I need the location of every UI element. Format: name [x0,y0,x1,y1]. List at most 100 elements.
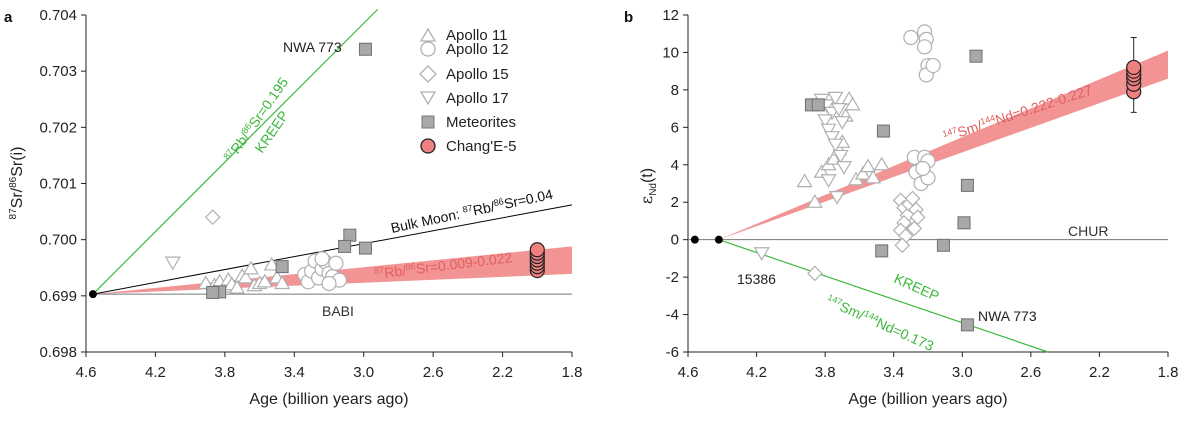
bulk-ratio-rest: Sr=0.04 [503,186,555,212]
legend-marker-apollo-12 [420,41,436,57]
b-apollo-17-point-13 [829,191,846,205]
x-tick-label-a-7: 1.8 [562,364,583,381]
b-meteorites-point-2 [876,124,890,138]
x-tick-label-a-1: 4.2 [145,364,166,381]
ytitle-b-rest: (t) [639,168,656,183]
b-apollo-15-point-12 [807,265,823,282]
a-chang-e-5-point-6 [529,242,545,258]
b-apollo-12-point-13 [915,160,931,177]
legend-marker-change5 [420,138,436,154]
b-apollo-12-point-3 [916,39,933,55]
sample-15386-label: 15386 [737,271,776,287]
y-tick-label-b-6: 6 [671,119,679,136]
b-apollo-17-point-10 [827,138,844,153]
x-tick-label-a-4: 3.0 [353,364,374,381]
panel-letter-b: b [624,9,633,26]
b-apollo-12-point-6 [925,57,941,74]
a-apollo-11-point-15 [274,275,291,290]
legend-marker-apollo-15 [419,65,437,83]
x-tick-label-b-6: 2.2 [1089,364,1110,381]
a-apollo-12-point-11 [321,275,337,292]
b-origin-point-1 [714,235,723,244]
b-apollo-11-point-0 [796,173,813,188]
x-axis-title-a: Age (billion years ago) [249,391,408,408]
legend-marker-apollo-11 [419,27,437,42]
a-apollo-11-point-9 [242,260,259,275]
b-apollo-11-point-9 [844,96,861,111]
ce5-ratio-b-sup2: 144 [979,113,996,127]
x-tick-label-b-7: 1.8 [1158,364,1179,381]
y-axis-title-b: εNd(t) [637,168,659,204]
b-apollo-17-point-9 [823,131,841,145]
panel-b-points [690,24,1142,332]
kreep-ratio-b-mid: Sm/ [838,298,867,323]
panel-letter-a: a [4,9,13,26]
b-meteorites-point-6 [936,238,950,252]
ytitle-a-mid: Sr/ [9,187,26,208]
b-apollo-15-point-11 [906,220,923,237]
x-tick-label-a-2: 3.8 [214,364,235,381]
a-meteorites-point-6 [206,285,220,299]
b-meteorites-point-5 [957,216,971,230]
b-meteorites-point-8 [960,318,974,332]
bulk-ratio-sup2: 86 [493,196,505,208]
b-apollo-17-point-6 [834,116,851,130]
b-chang-e-5-point-5 [1126,59,1142,76]
ytitle-a-sup2: 86 [8,176,19,188]
panel-a: a 4.6 4.2 3.8 3.4 3.0 2.6 2.2 1.8 0.698 0.699 0.70… [4,7,582,408]
y-tick-label-b-8: 10 [662,44,679,61]
x-tick-label-a-0: 4.6 [76,364,97,381]
ce5-ratio-b-mid: Sm/ [955,117,984,140]
a-apollo-17-point-0 [164,256,181,271]
legend-item-apollo-11: Apollo 11 [419,27,507,44]
a-meteorites-point-3 [358,241,372,255]
b-apollo-15-point-10 [894,237,911,254]
b-apollo-11-point-12 [859,158,877,173]
y-tick-label-a-3: 0.701 [39,176,77,193]
ce5-ratio-a-sup2: 86 [405,261,416,272]
y-tick-label-b-4: 2 [671,194,679,211]
y-tick-label-b-9: 12 [662,7,679,24]
x-tick-label-a-6: 2.2 [492,364,513,381]
ytitle-b-epsilon: ε [637,196,656,204]
b-apollo-11-point-11 [854,165,871,180]
b-meteorites-point-3 [969,49,983,63]
a-meteorites-point-0 [358,42,372,56]
b-apollo-17-point-4 [827,91,844,106]
a-apollo-11-point-12 [256,273,273,288]
y-tick-label-b-7: 8 [671,82,679,99]
x-tick-label-b-5: 2.6 [1020,364,1041,381]
y-tick-label-a-6: 0.704 [39,7,77,24]
bulk-moon-evolution-line [92,204,573,295]
chur-label: CHUR [1068,223,1108,239]
y-axis-title-a: 87Sr/86Sr(i) [8,147,26,220]
x-tick-label-b-0: 4.6 [678,364,699,381]
a-meteorites-point-1 [343,228,357,242]
ytitle-a-sup1: 87 [8,208,19,220]
bulk-ratio-mid: Rb/ [471,198,496,218]
legend-item-apollo-12: Apollo 12 [420,41,509,58]
y-tick-label-b-2: -2 [666,269,679,286]
b-apollo-17-point-8 [820,123,837,138]
legend-label-meteorites: Meteorites [446,114,516,131]
kreep-evolution-line-b [718,239,1049,353]
nwa773-label-a: NWA 773 [283,39,342,55]
a-apollo-11-point-0 [197,275,214,290]
y-tick-label-a-4: 0.702 [39,119,77,136]
kreep-label-b: KREEP [892,270,942,304]
kreep-ratio-a-sup2: 86 [240,121,254,135]
b-apollo-17-point-11 [832,149,849,164]
x-tick-label-b-3: 3.4 [883,364,904,381]
a-apollo-11-point-8 [237,269,254,284]
ce5-evolution-band-b [718,50,1168,240]
y-tick-label-b-3: 0 [671,232,679,249]
a-apollo-12-point-12 [314,251,330,267]
panel-b: b 4.6 4.2 3.8 3.4 3.0 2.6 2.2 1.8 -6 -4 -2 0 2 4 6 8 10 1… [624,7,1178,408]
legend-marker-apollo-17 [419,91,437,106]
y-tick-label-a-1: 0.699 [39,288,77,305]
kreep-ratio-b-rest: Nd=0.173 [874,314,937,354]
kreep-ratio-label-b: 147Sm/144Nd=0.173 [824,292,937,354]
ytitle-b-sub: Nd [648,183,659,196]
legend-label-apollo-17: Apollo 17 [446,90,509,107]
ytitle-a-rest: Sr(i) [9,147,26,177]
